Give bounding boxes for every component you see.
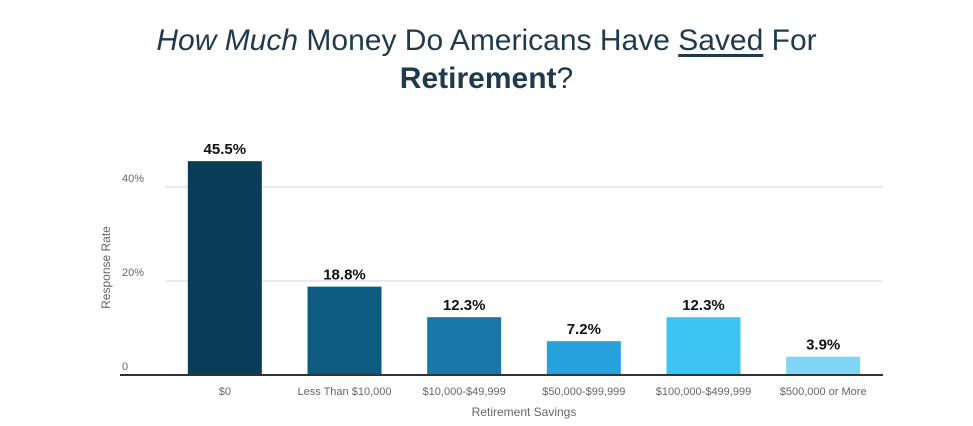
title-part-how-much: How Much [156,24,299,57]
y-axis-label: Response Rate [99,226,113,309]
bar [666,317,741,375]
title-part-retirement: Retirement [399,62,557,95]
x-tick-labels: $0 Less Than $10,000 $10,000-$49,999 $50,00… [219,386,867,398]
bar-value-label: 12.3% [682,297,725,314]
bar-value-label: 12.3% [443,297,486,314]
bars [187,161,861,375]
chart-title-line-1: How Much Money Do Americans Have Saved F… [0,24,973,58]
chart-title-line-2: Retirement? [0,62,973,96]
y-tick-labels: 0 20% 40% [122,173,144,373]
bar-value-label: 3.9% [806,337,840,354]
value-labels: 45.5% 18.8% 12.3% 7.2% 12.3% 3.9% [204,141,841,354]
x-tick-label: $100,000-$499,999 [656,386,751,398]
bar-value-label: 7.2% [567,321,601,338]
bar [786,356,861,375]
y-tick-label: 20% [122,267,144,279]
bar [307,286,382,375]
bar-value-label: 45.5% [204,141,247,158]
title-part-question: ? [556,62,574,95]
y-tick-label: 0 [122,361,128,373]
x-tick-label: $10,000-$49,999 [423,386,506,398]
title-part-money: Money Do Americans Have [298,24,679,57]
bar-value-label: 18.8% [323,267,366,284]
x-tick-label: Less Than $10,000 [298,386,392,398]
x-tick-label: $0 [219,386,231,398]
title-part-saved: Saved [678,24,764,57]
bar [427,317,502,375]
bar [546,341,621,375]
title-part-for: For [763,24,817,57]
y-tick-label: 40% [122,173,144,185]
bar [187,161,262,375]
gridlines [165,186,883,282]
x-tick-label: $500,000 or More [780,386,867,398]
x-tick-label: $50,000-$99,999 [542,386,625,398]
x-axis-label: Retirement Savings [472,405,577,419]
